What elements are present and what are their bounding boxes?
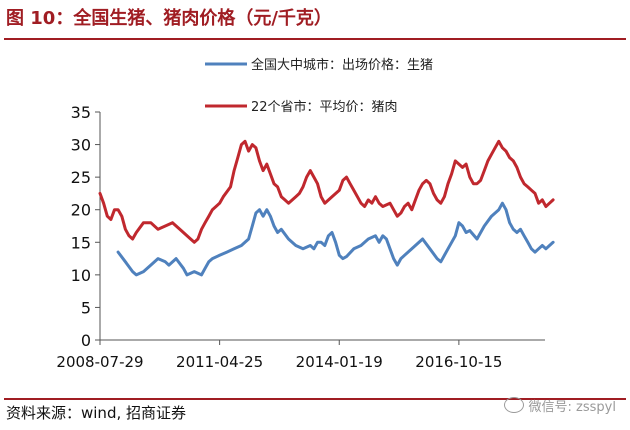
line-chart: 0 5 10 15 20 25 30 35 2008-07-29 2011-04-25 2014-0… <box>56 57 555 371</box>
wechat-icon <box>503 397 524 413</box>
y-tick-label: 10 <box>71 266 91 285</box>
title-rule <box>4 38 626 40</box>
y-tick-label: 35 <box>71 103 91 122</box>
legend-label: 全国大中城市：出场价格：生猪 <box>251 57 433 73</box>
series-line-live-hog <box>116 201 555 277</box>
source-note: 资料来源：wind, 招商证券 <box>6 404 187 422</box>
footer-rule <box>4 398 626 400</box>
y-tick-label: 15 <box>71 233 91 252</box>
legend: 全国大中城市：出场价格：生猪 22个省市：平均价：猪肉 <box>205 57 433 115</box>
chart-title: 图 10：全国生猪、猪肉价格（元/千克） <box>6 8 332 29</box>
x-tick-label: 2011-04-25 <box>176 353 263 371</box>
y-tick-label: 20 <box>71 201 91 220</box>
y-tick-label: 0 <box>81 331 91 350</box>
x-tick-label: 2016-10-15 <box>415 353 502 371</box>
series-group <box>98 139 555 277</box>
watermark-text: 微信号: zsspyl <box>528 400 616 415</box>
watermark: 微信号: zsspyl <box>503 396 616 415</box>
y-tick-label: 25 <box>71 168 91 187</box>
y-tick-label: 30 <box>71 136 91 155</box>
x-tick-label: 2008-07-29 <box>56 353 143 371</box>
axes: 0 5 10 15 20 25 30 35 2008-07-29 2011-04-25 2014-0… <box>56 103 545 371</box>
x-tick-label: 2014-01-19 <box>296 353 383 371</box>
legend-label: 22个省市：平均价：猪肉 <box>251 99 398 115</box>
series-line-pork <box>98 139 555 244</box>
y-tick-label: 5 <box>81 298 91 317</box>
